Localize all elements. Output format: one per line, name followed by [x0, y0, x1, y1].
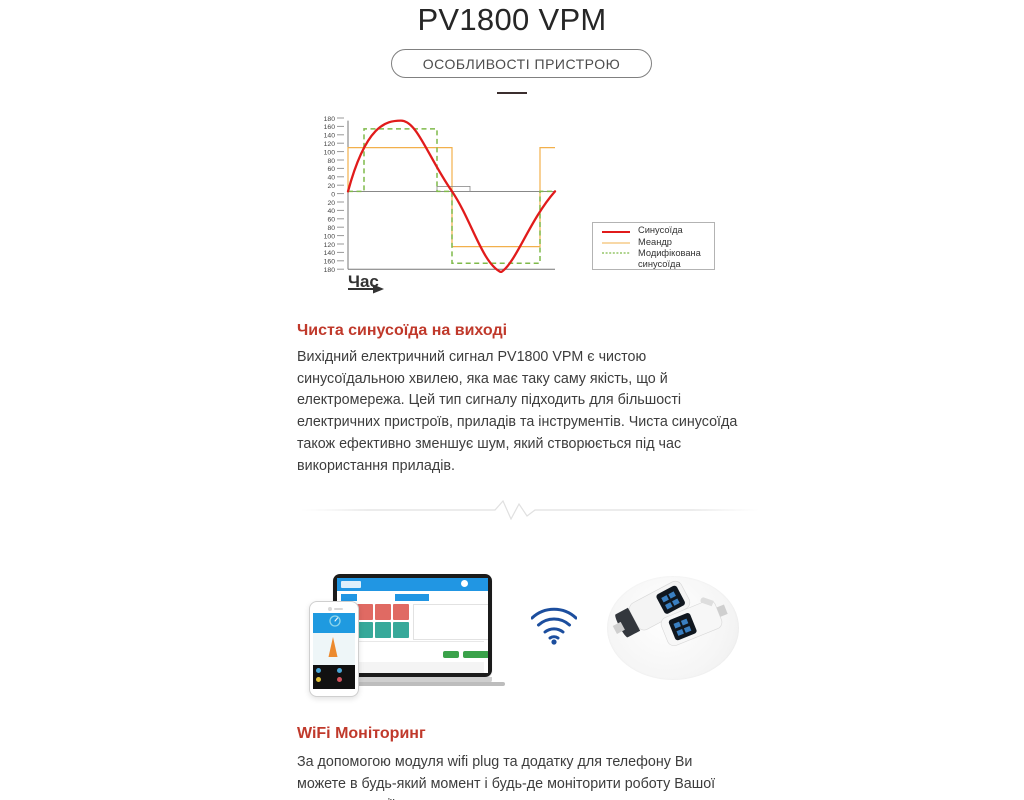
svg-text:80: 80	[327, 225, 335, 232]
svg-text:180: 180	[324, 116, 336, 123]
svg-text:160: 160	[324, 259, 336, 266]
svg-text:40: 40	[327, 175, 335, 182]
svg-text:100: 100	[324, 149, 336, 156]
svg-text:20: 20	[327, 200, 335, 207]
svg-text:80: 80	[327, 158, 335, 165]
svg-text:120: 120	[324, 242, 336, 249]
svg-text:60: 60	[327, 166, 335, 173]
svg-text:0: 0	[331, 191, 335, 198]
svg-text:160: 160	[324, 124, 336, 131]
svg-text:120: 120	[324, 141, 336, 148]
svg-text:140: 140	[324, 250, 336, 257]
svg-text:20: 20	[327, 183, 335, 190]
svg-text:140: 140	[324, 133, 336, 140]
svg-text:180: 180	[324, 267, 336, 273]
svg-text:100: 100	[324, 233, 336, 240]
svg-text:60: 60	[327, 217, 335, 224]
svg-text:40: 40	[327, 208, 335, 215]
